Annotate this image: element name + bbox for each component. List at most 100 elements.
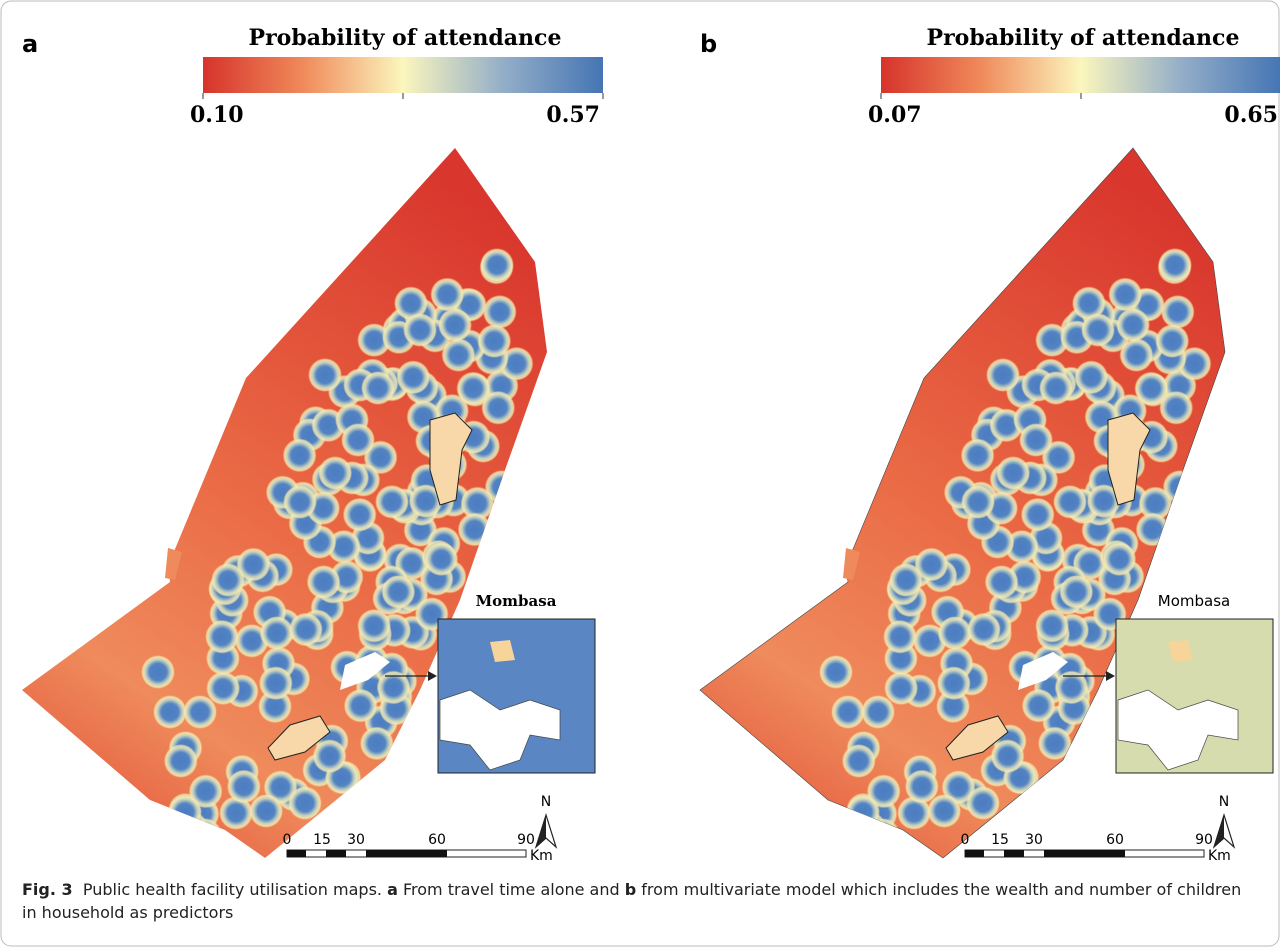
panel-label: b <box>700 30 717 58</box>
scale-seg <box>1004 850 1024 857</box>
scale-seg <box>366 850 447 857</box>
facility-dot <box>883 620 917 654</box>
facility-dot <box>283 485 317 519</box>
facility-dot <box>308 358 342 392</box>
facility-dot <box>396 360 430 394</box>
facility-dot <box>288 786 322 820</box>
caption-text: Public health facility utilisation maps. <box>83 880 382 899</box>
facility-dot <box>1155 324 1189 358</box>
panel-label: a <box>22 30 38 58</box>
inset-arrowhead <box>428 671 437 681</box>
facility-dot <box>360 726 394 760</box>
facility-dot <box>831 695 865 729</box>
caption: Fig. 3 Public health facility utilisatio… <box>22 878 1247 924</box>
caption-part-label: b <box>625 880 636 899</box>
facility-dot <box>164 744 198 778</box>
facility-dot <box>168 795 202 829</box>
facility-dot <box>153 695 187 729</box>
legend-max: 0.65 <box>1224 102 1278 128</box>
facility-dot <box>344 689 378 723</box>
facility-dot <box>375 485 409 519</box>
scale-unit: Km <box>1208 848 1231 864</box>
facility-dot <box>438 308 472 342</box>
facility-dot <box>227 770 261 804</box>
facility-dot <box>341 423 375 457</box>
scale-seg <box>287 850 306 857</box>
scale-label: 30 <box>347 832 365 848</box>
facility-dot <box>991 739 1025 773</box>
facility-dot <box>1039 371 1073 405</box>
facility-dot <box>403 313 437 347</box>
facility-dot <box>986 358 1020 392</box>
scale-label: 30 <box>1025 832 1043 848</box>
panel: b Probability of attendance 0.07 0.65 Mombas… <box>700 25 1280 864</box>
facility-dot <box>985 565 1019 599</box>
facility-dot <box>188 818 222 852</box>
facility-dot <box>1119 338 1153 372</box>
facility-dot <box>183 695 217 729</box>
scale-label: 90 <box>1195 832 1213 848</box>
facility-dot <box>905 770 939 804</box>
scale-seg <box>326 850 346 857</box>
figure: aProbability of attendance0.100.57Mombas… <box>0 0 1280 949</box>
scale-seg <box>965 850 984 857</box>
scale-label: 90 <box>517 832 535 848</box>
facility-dot <box>483 295 517 329</box>
facility-dot <box>1019 423 1053 457</box>
facility-dot <box>456 371 490 405</box>
facility-dot <box>458 513 492 547</box>
facility-dot <box>1035 609 1069 643</box>
facility-dot <box>1059 575 1093 609</box>
facility-dot <box>307 565 341 599</box>
facility-dot <box>141 655 175 689</box>
legend-max: 0.57 <box>546 102 600 128</box>
facility-dot <box>866 818 900 852</box>
scale-label: 15 <box>991 832 1009 848</box>
facility-dot <box>430 277 464 311</box>
facility-dot <box>846 795 880 829</box>
scale-label: 60 <box>428 832 446 848</box>
facility-dot <box>381 575 415 609</box>
facility-dot <box>205 620 239 654</box>
scale-label: 60 <box>1106 832 1124 848</box>
facility-dot <box>842 744 876 778</box>
scale-seg <box>1044 850 1125 857</box>
legend-title: Probability of attendance <box>927 25 1240 51</box>
caption-part-label: a <box>387 880 398 899</box>
scale-label: 0 <box>961 832 970 848</box>
inset-title: Mombasa <box>1158 592 1230 610</box>
facility-dot <box>937 666 971 700</box>
facility-dot <box>441 338 475 372</box>
facility-dot <box>357 609 391 643</box>
facility-dot <box>1161 295 1195 329</box>
facility-dot <box>1134 371 1168 405</box>
caption-part: From travel time alone and <box>403 880 620 899</box>
facility-dot <box>283 438 317 472</box>
facility-dot <box>961 438 995 472</box>
facility-dot <box>361 371 395 405</box>
facility-dot <box>289 613 323 647</box>
inset-title: Mombasa <box>476 592 557 610</box>
facility-dot <box>211 563 245 597</box>
facility-dot <box>819 655 853 689</box>
legend-title: Probability of attendance <box>249 25 562 51</box>
facility-dot <box>966 786 1000 820</box>
facility-dot <box>1022 689 1056 723</box>
facility-dot <box>1102 542 1136 576</box>
scale-label: 15 <box>313 832 331 848</box>
facility-dot <box>1108 277 1142 311</box>
legend-min: 0.07 <box>868 102 922 128</box>
legend-bar <box>881 57 1280 93</box>
facility-dot <box>260 616 294 650</box>
facility-dot <box>1038 726 1072 760</box>
scale-unit: Km <box>530 848 553 864</box>
facility-dot <box>259 666 293 700</box>
facility-dot <box>318 456 352 490</box>
facility-dot <box>938 616 972 650</box>
facility-dot <box>1053 485 1087 519</box>
facility-dot <box>313 739 347 773</box>
facility-dot <box>961 485 995 519</box>
facility-dot <box>1081 313 1115 347</box>
north-label: N <box>1219 794 1229 810</box>
facility-dot <box>996 456 1030 490</box>
